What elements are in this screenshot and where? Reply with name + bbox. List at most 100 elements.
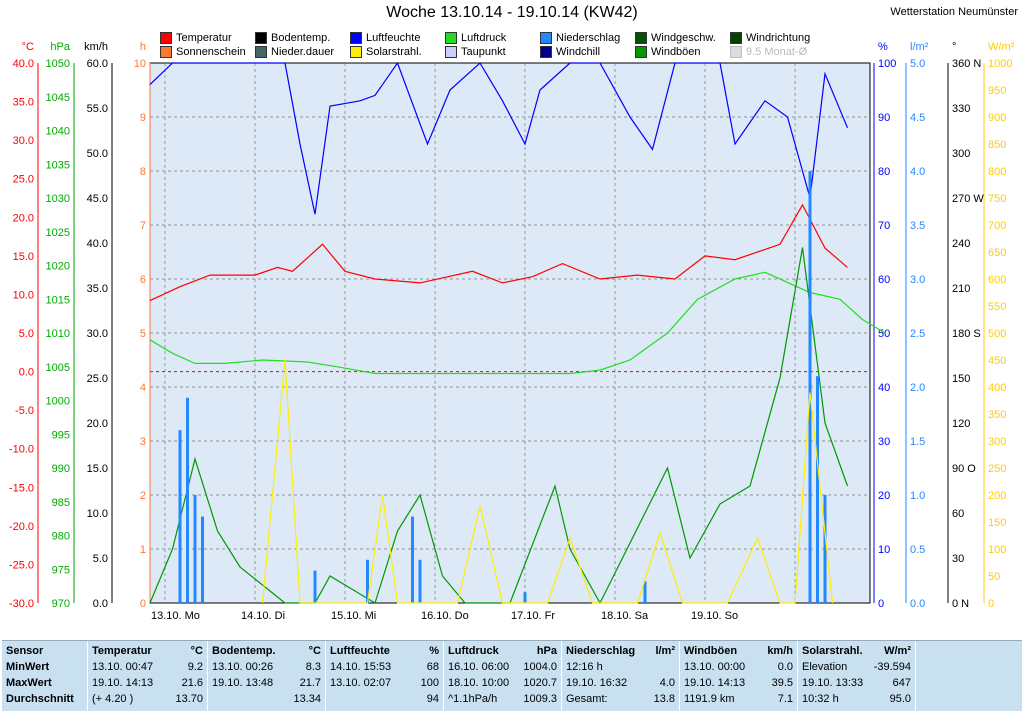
axis-unit: h xyxy=(140,41,146,53)
stats-column-unit: % xyxy=(429,645,439,657)
axis-tick-label: 5.0 xyxy=(19,328,34,340)
stats-cell-value: 13.70 xyxy=(175,693,203,705)
legend-swatch xyxy=(730,46,742,58)
legend-label: Luftfeuchte xyxy=(366,32,421,44)
legend-label: Taupunkt xyxy=(461,46,506,58)
legend-label: Sonnenschein xyxy=(176,46,246,58)
axis-tick-label: 1020 xyxy=(46,261,70,273)
axis-tick-label: 180 S xyxy=(952,328,981,340)
stats-cell-label: 1191.9 km xyxy=(684,693,735,705)
axis-tick-label: 40 xyxy=(878,382,890,394)
axis-tick-label: 600 xyxy=(988,274,1006,286)
axis-tick-label: 3.5 xyxy=(910,220,925,232)
axis-tick-label: 5.0 xyxy=(93,553,108,565)
axis-tick-label: 100 xyxy=(878,58,896,70)
statistics-table: Sensor MinWert MaxWert Durchschnitt Temp… xyxy=(2,640,1022,711)
stats-column: Windböen km/h 13.10. 00:00 0.0 19.10. 14:13 3… xyxy=(680,641,798,711)
axis-tick-label: 60 xyxy=(878,274,890,286)
axis-tick-label: 750 xyxy=(988,193,1006,205)
weather-chart: 13.10. Mo 14.10. Di 15.10. Mi 16.10. Do 17.1… xyxy=(9,41,1015,622)
stats-cell-label: 19.10. 14:13 xyxy=(684,677,746,689)
stats-column-title: Luftfeuchte xyxy=(330,645,390,657)
stats-column: Luftfeuchte% 14.10. 15:53 68 13.10. 02:07 10… xyxy=(326,641,444,711)
axis-unit: ° xyxy=(952,41,956,53)
axis-tick-label: 200 xyxy=(988,490,1006,502)
axis-tick-label: 15.0 xyxy=(87,463,108,475)
stats-cell-value: 68 xyxy=(426,661,439,673)
series-line xyxy=(261,359,834,604)
legend-label: Bodentemp. xyxy=(271,32,331,44)
axis-tick-label: 80 xyxy=(878,166,890,178)
axis-tick-label: 500 xyxy=(988,328,1006,340)
legend-swatch xyxy=(160,46,172,58)
axis-tick-label: 0.5 xyxy=(910,544,925,556)
stats-cell-value: 21.7 xyxy=(299,677,321,689)
axis-tick-label: 400 xyxy=(988,382,1006,394)
legend-item: Luftfeuchte xyxy=(350,32,420,44)
stats-column-title: Bodentemp. xyxy=(212,645,276,657)
axis-tick-label: 1.0 xyxy=(910,490,925,502)
legend-label: Luftdruck xyxy=(461,32,507,44)
axis-tick-label: 60.0 xyxy=(87,58,108,70)
axis-tick-label: 985 xyxy=(52,497,70,509)
stats-cell-label: 19.10. 14:13 xyxy=(92,677,154,689)
axis-tick-label: 350 xyxy=(988,409,1006,421)
axis-tick-label: 0.0 xyxy=(910,598,925,610)
axis-tick-label: 10 xyxy=(878,544,890,556)
legend-label: Nieder.dauer xyxy=(271,46,334,58)
axis-tick-label: 55.0 xyxy=(87,103,108,115)
axis-tick-label: 4.0 xyxy=(910,166,925,178)
axis-tick-label: 1000 xyxy=(46,396,70,408)
legend-swatch xyxy=(255,46,267,58)
axis-tick-label: 90 xyxy=(878,112,890,124)
rain-bar xyxy=(808,171,812,603)
axis-tick-label: 90 O xyxy=(952,463,976,475)
axis-tick-label: 360 N xyxy=(952,58,981,70)
axis-tick-label: 10 xyxy=(134,58,146,70)
legend-label: Niederschlag xyxy=(556,32,621,44)
station-name: Wetterstation Neumünster xyxy=(890,6,1018,18)
rain-bar xyxy=(643,581,647,603)
axis-tick-label: 0 N xyxy=(952,598,969,610)
stats-column-title: Temperatur xyxy=(92,645,152,657)
axis-tick-label: 30 xyxy=(952,553,964,565)
stats-labels-column: Sensor MinWert MaxWert Durchschnitt xyxy=(2,641,88,711)
axis-tick-label: 980 xyxy=(52,531,70,543)
axis-tick-label: -25.0 xyxy=(9,559,34,571)
axis-tick-label: 30 xyxy=(878,436,890,448)
axis-tick-label: 800 xyxy=(988,166,1006,178)
series-line xyxy=(149,203,848,302)
legend-item: Taupunkt xyxy=(445,46,506,58)
stats-column-title: Windböen xyxy=(684,645,738,657)
axis-tick-label: 1030 xyxy=(46,193,70,205)
day-label: 19.10. So xyxy=(691,610,738,622)
axis-tick-label: 20.0 xyxy=(87,418,108,430)
stats-cell-value: 13.8 xyxy=(653,693,675,705)
axis-tick-label: 10.0 xyxy=(13,289,34,301)
axis-tick-label: 300 xyxy=(988,436,1006,448)
stats-cell-label: 12:16 h xyxy=(566,661,603,673)
axis-tick-label: 40.0 xyxy=(13,58,34,70)
legend-label: Temperatur xyxy=(176,32,232,44)
stats-column-title: Niederschlag xyxy=(566,645,636,657)
stats-column-unit: l/m² xyxy=(655,645,675,657)
axis-tick-label: 1.5 xyxy=(910,436,925,448)
legend-swatch xyxy=(160,32,172,44)
axis-tick-label: 20.0 xyxy=(13,212,34,224)
axis-tick-label: 10.0 xyxy=(87,508,108,520)
stats-column: Solarstrahl. W/m² Elevation -39.594 19.10. 1… xyxy=(798,641,916,711)
axis-tick-label: 1005 xyxy=(46,362,70,374)
stats-cell-label: 19.10. 16:32 xyxy=(566,677,628,689)
axis-tick-label: -20.0 xyxy=(9,521,34,533)
axis-tick-label: 1035 xyxy=(46,159,70,171)
axis-tick-label: 4 xyxy=(140,382,146,394)
axis-tick-label: 240 xyxy=(952,238,970,250)
axis-tick-label: 40.0 xyxy=(87,238,108,250)
legend-swatch xyxy=(540,46,552,58)
axis-tick-label: 25.0 xyxy=(13,174,34,186)
legend-swatch xyxy=(350,32,362,44)
legend-item: Temperatur xyxy=(160,32,232,44)
stats-cell-label: 19.10. 13:33 xyxy=(802,677,864,689)
axis-tick-label: 0.0 xyxy=(19,367,34,379)
rain-bar xyxy=(186,397,189,603)
